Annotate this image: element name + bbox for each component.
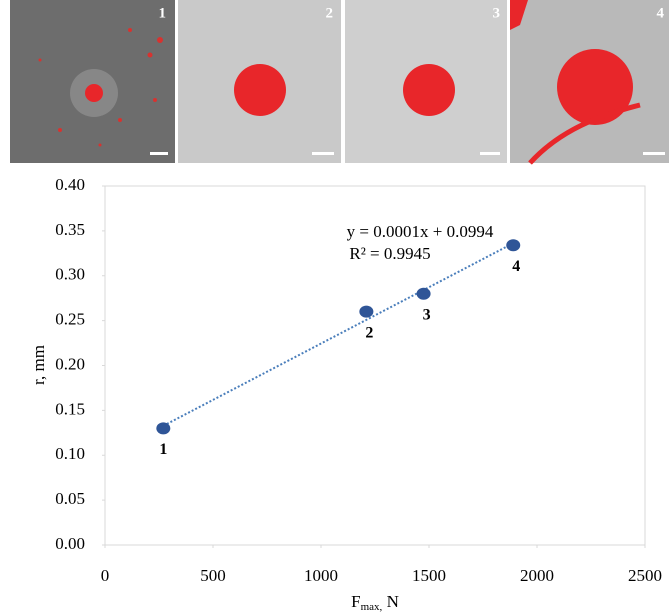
x-tick-label: 0 — [101, 566, 110, 585]
y-tick-label: 0.40 — [55, 175, 85, 194]
point — [416, 287, 431, 300]
panel-label: 4 — [657, 5, 665, 21]
scale-bar — [643, 152, 665, 155]
point — [359, 305, 374, 318]
trend-r2: R² = 0.9945 — [349, 244, 430, 263]
y-tick-label: 0.00 — [55, 534, 85, 553]
crack — [528, 102, 641, 165]
panel-label: 2 — [326, 5, 334, 21]
micrographs: 1 2 3 4 — [10, 0, 669, 165]
y-axis-label: r, mm — [29, 345, 48, 385]
y-tick-label: 0.05 — [55, 489, 85, 508]
x-label-unit: N — [382, 592, 399, 611]
point — [506, 239, 521, 252]
scale-bar — [480, 152, 500, 155]
indent — [403, 64, 455, 116]
x-axis-label: Fmax, N — [351, 592, 399, 613]
point-label: 3 — [423, 306, 431, 323]
x-tick-label: 500 — [200, 566, 226, 585]
y-tick-label: 0.25 — [55, 310, 85, 329]
point — [156, 422, 171, 435]
trendline — [162, 242, 514, 427]
indent — [557, 49, 633, 125]
trend-equation: y = 0.0001x + 0.0994 — [347, 222, 494, 241]
y-tick-label: 0.10 — [55, 444, 85, 463]
y-tick-label: 0.35 — [55, 220, 85, 239]
y-tick-label: 0.15 — [55, 399, 85, 418]
x-label-main: F — [351, 592, 360, 611]
point-label: 1 — [159, 441, 167, 458]
crack — [510, 0, 528, 30]
speckles — [38, 28, 163, 147]
scale-bar — [312, 152, 334, 155]
x-tick-label: 1000 — [304, 566, 338, 585]
x-tick-label: 2500 — [628, 566, 662, 585]
point-label: 4 — [512, 258, 520, 275]
x-tick-label: 2000 — [520, 566, 554, 585]
y-tick-label: 0.30 — [55, 265, 85, 284]
panel-label: 1 — [159, 5, 167, 21]
indent — [234, 64, 286, 116]
x-label-sub: max, — [361, 601, 383, 613]
scale-bar — [150, 152, 168, 155]
point-label: 2 — [365, 324, 373, 341]
x-tick-label: 1500 — [412, 566, 446, 585]
y-tick-label: 0.20 — [55, 354, 85, 373]
indent — [85, 84, 103, 102]
panel-label: 3 — [493, 5, 501, 21]
